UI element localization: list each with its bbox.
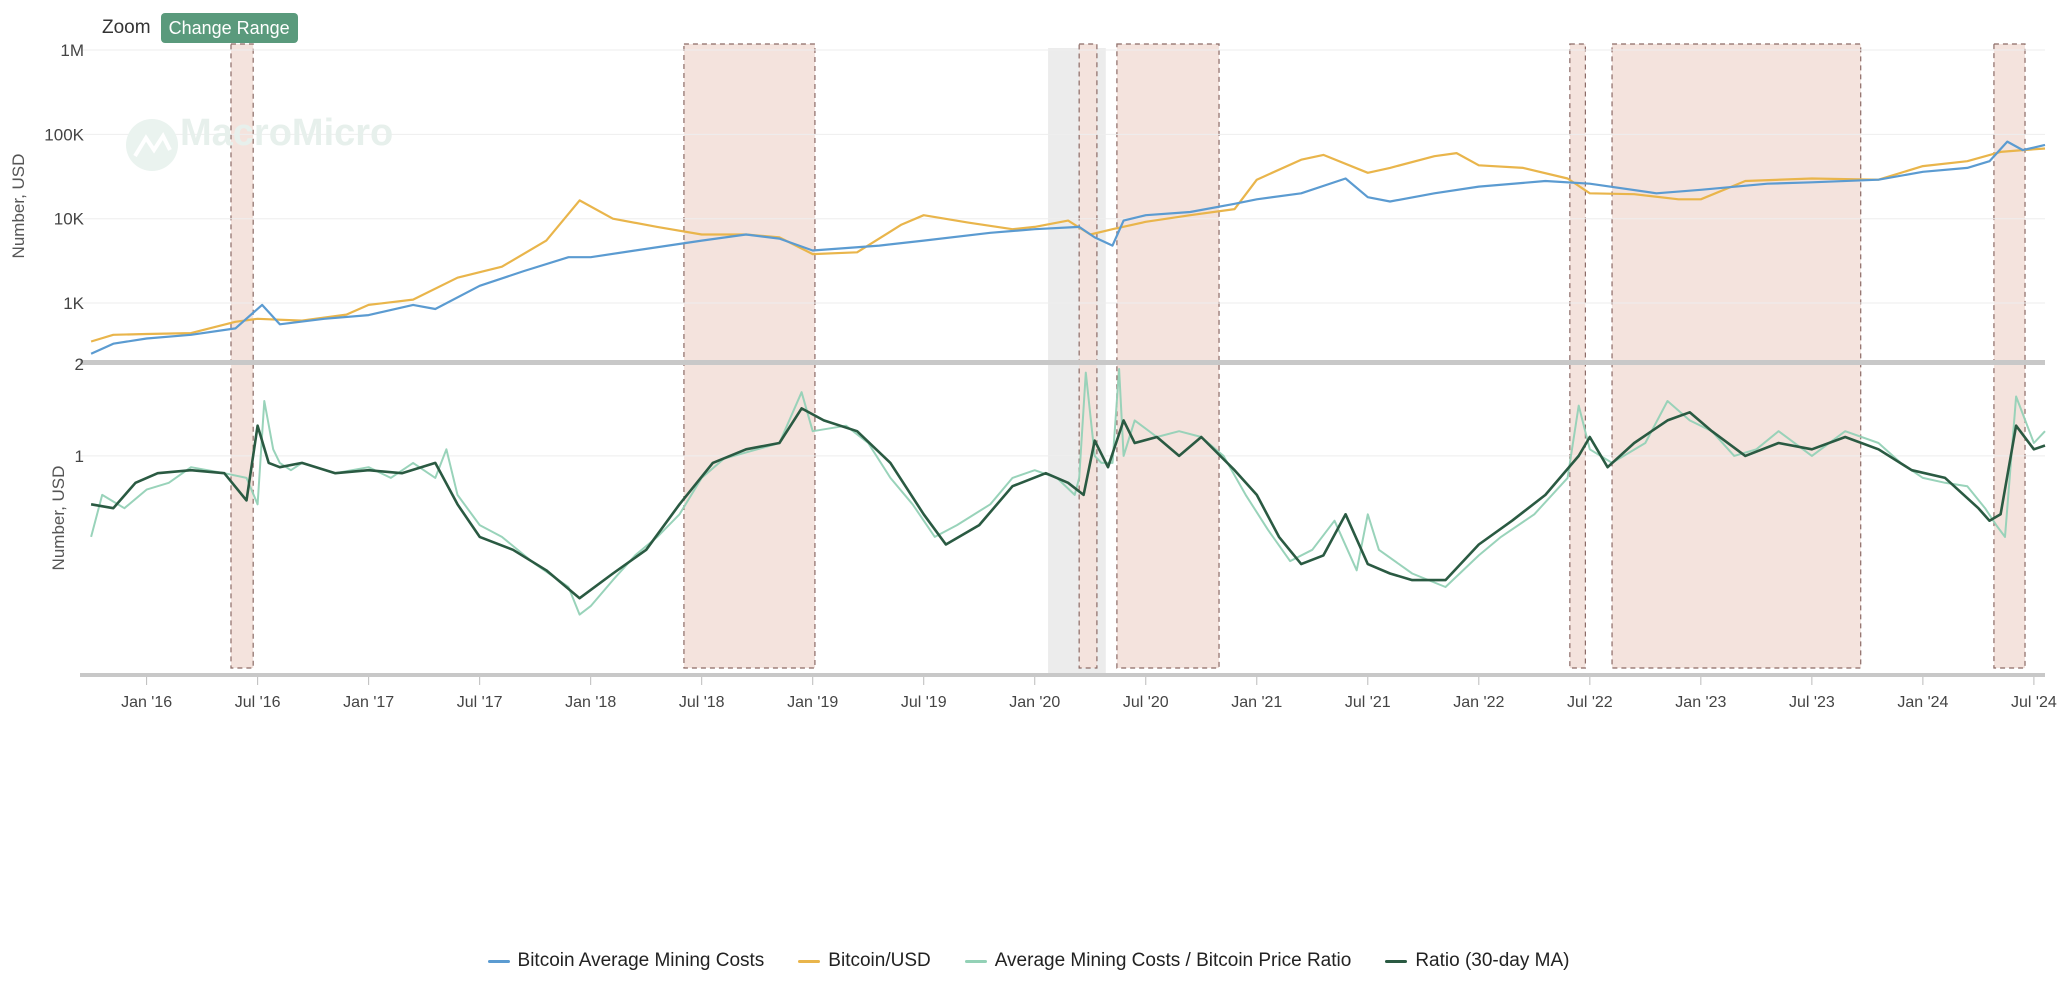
series-layer <box>90 140 2046 616</box>
x-tick-label: Jul '17 <box>457 694 503 711</box>
chart-legend: Bitcoin Average Mining Costs Bitcoin/USD A… <box>0 950 2057 972</box>
highlight-period <box>1993 43 2026 669</box>
chart-canvas: MacroMicro 1M 100K 10K 1K 2 1 Number, USD Numbe… <box>9 41 2057 711</box>
watermark-logo-icon <box>126 119 178 171</box>
y-tick-label-top: 1K <box>63 294 84 313</box>
axes-layer: 1M 100K 10K 1K 2 1 Number, USD Number, USD Jan '… <box>9 41 2057 711</box>
legend-item[interactable]: Bitcoin Average Mining Costs <box>487 950 765 972</box>
legend-swatch <box>964 959 987 963</box>
watermark-text: MacroMicro <box>180 112 393 154</box>
y-tick-label-top: 1M <box>60 41 84 60</box>
legend-item[interactable]: Bitcoin/USD <box>798 950 931 972</box>
legend-item[interactable]: Average Mining Costs / Bitcoin Price Rat… <box>964 950 1352 972</box>
x-tick-label: Jul '19 <box>901 694 947 711</box>
y-tick-label-bottom: 2 <box>75 355 84 374</box>
x-axis-line <box>80 673 2045 677</box>
x-tick-label: Jul '24 <box>2011 694 2057 711</box>
x-tick-label: Jan '18 <box>565 694 616 711</box>
change-range-button[interactable]: Change Range <box>160 13 298 43</box>
x-tick-label: Jan '24 <box>1897 694 1948 711</box>
x-tick-label: Jan '17 <box>343 694 394 711</box>
legend-swatch <box>487 959 510 963</box>
highlight-period <box>1078 43 1098 669</box>
zoom-label: Zoom <box>102 17 151 38</box>
highlight-period <box>1611 43 1862 669</box>
y-tick-label-top: 100K <box>44 125 84 144</box>
highlight-period <box>230 43 254 669</box>
x-tick-label: Jul '22 <box>1567 694 1613 711</box>
chart-background-layer <box>230 43 2026 674</box>
x-tick-label: Jul '23 <box>1789 694 1835 711</box>
highlight-period <box>1116 43 1220 669</box>
series-line-ratio-ma <box>90 407 2046 600</box>
highlight-period <box>1569 43 1586 669</box>
x-tick-label: Jul '20 <box>1123 694 1169 711</box>
legend-swatch <box>798 959 821 963</box>
y-tick-label-bottom: 1 <box>75 447 84 466</box>
x-tick-label: Jan '16 <box>121 694 172 711</box>
x-tick-label: Jan '23 <box>1675 694 1726 711</box>
x-tick-label: Jan '21 <box>1231 694 1282 711</box>
y-axis-title-top: Number, USD <box>9 154 28 259</box>
x-tick-label: Jan '22 <box>1453 694 1504 711</box>
x-tick-label: Jan '19 <box>787 694 838 711</box>
highlight-period <box>683 43 816 669</box>
legend-swatch <box>1385 959 1408 963</box>
series-line-mining-costs <box>90 140 2046 355</box>
chart-toolbar: Zoom Change Range <box>102 13 298 43</box>
x-tick-label: Jul '21 <box>1345 694 1391 711</box>
y-tick-label-top: 10K <box>54 210 85 229</box>
pane-separator <box>80 360 2045 365</box>
legend-label: Ratio (30-day MA) <box>1415 950 1570 971</box>
y-axis-title-bottom: Number, USD <box>49 466 68 571</box>
legend-label: Bitcoin/USD <box>828 950 931 971</box>
legend-label: Average Mining Costs / Bitcoin Price Rat… <box>994 950 1352 971</box>
x-tick-label: Jul '18 <box>679 694 725 711</box>
x-tick-label: Jul '16 <box>235 694 281 711</box>
legend-label: Bitcoin Average Mining Costs <box>517 950 765 971</box>
legend-item[interactable]: Ratio (30-day MA) <box>1385 950 1569 972</box>
x-tick-label: Jan '20 <box>1009 694 1060 711</box>
gridlines <box>80 49 2045 457</box>
